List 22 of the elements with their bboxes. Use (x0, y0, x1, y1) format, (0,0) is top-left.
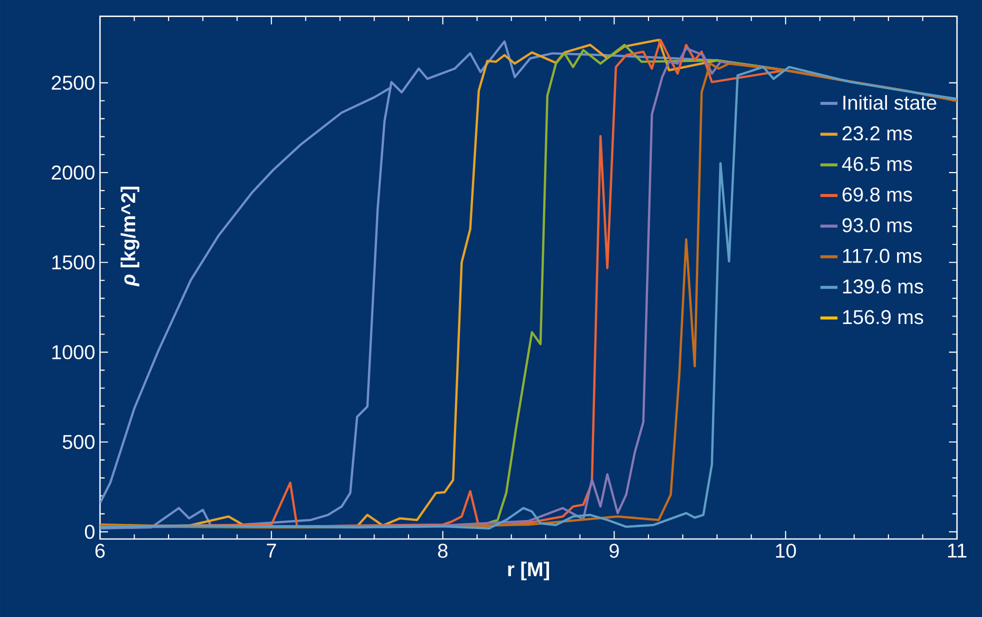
y-tick-label: 500 (62, 434, 94, 450)
legend-label: 117.0 ms (843, 248, 922, 263)
x-tick-label: 10 (776, 544, 796, 558)
legend-label: 46.5 ms (842, 156, 912, 172)
legend-label: 23.2 ms (842, 126, 912, 140)
x-tick-label: 9 (610, 544, 619, 558)
x-tick-label: 6 (95, 544, 105, 558)
y-tick-label: 2000 (52, 166, 94, 180)
x-tick-label: 7 (266, 544, 276, 558)
legend-label: Initial state (843, 95, 936, 110)
y-tick-label: 1500 (52, 255, 94, 270)
legend-label: 156.9 ms (843, 310, 924, 324)
legend-label: 139.6 ms (843, 279, 924, 294)
x-axis-title: r [M] (508, 562, 550, 580)
legend-label: 93.0 ms (842, 218, 912, 232)
y-tick-label: 2500 (52, 76, 94, 90)
x-tick-label: 11 (948, 544, 966, 558)
y-tick-label: 0 (84, 524, 95, 539)
y-axis-title: ρ [kg/m^2] (120, 186, 140, 287)
x-tick-label: 8 (438, 544, 448, 558)
legend-label: 69.8 ms (842, 188, 912, 202)
y-tick-label: 1000 (52, 345, 94, 360)
